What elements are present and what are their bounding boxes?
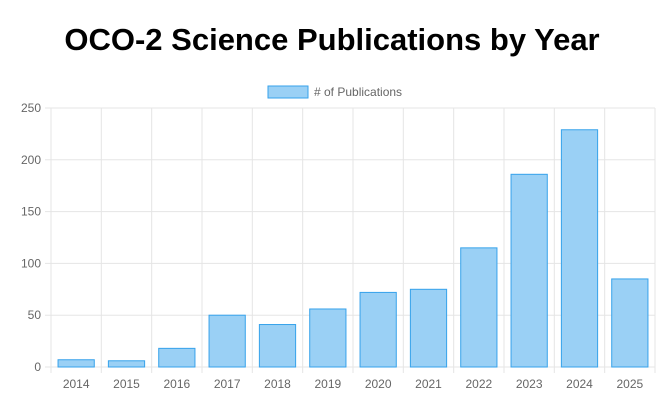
bar-2018[interactable] bbox=[258, 324, 297, 368]
legend-swatch bbox=[267, 85, 309, 99]
x-tick-label: 2022 bbox=[465, 377, 492, 391]
y-tick-label: 0 bbox=[34, 360, 41, 374]
bar-2017[interactable] bbox=[208, 314, 246, 368]
legend-label: # of Publications bbox=[314, 85, 402, 99]
y-tick-label: 50 bbox=[28, 308, 42, 322]
x-tick-label: 2015 bbox=[113, 377, 140, 391]
chart-title: OCO-2 Science Publications by Year bbox=[64, 22, 600, 57]
bar-series bbox=[57, 129, 649, 368]
bar-2024[interactable] bbox=[560, 129, 599, 368]
y-tick-label: 100 bbox=[21, 256, 41, 270]
x-tick-label: 2017 bbox=[214, 377, 241, 391]
bar-2020[interactable] bbox=[359, 291, 397, 368]
bar-2019[interactable] bbox=[309, 308, 347, 368]
x-axis: 2014 2015 2016 2017 2018 2019 2020 2021 2022 2023… bbox=[63, 377, 644, 391]
y-tick-label: 200 bbox=[21, 153, 41, 167]
bar-2016[interactable] bbox=[158, 347, 196, 368]
x-tick-label: 2025 bbox=[616, 377, 643, 391]
bar-2025[interactable] bbox=[611, 278, 649, 368]
bar-2014[interactable] bbox=[57, 359, 95, 368]
x-tick-label: 2023 bbox=[516, 377, 543, 391]
y-axis: 0 50 100 150 200 250 bbox=[21, 101, 41, 374]
bar-2022[interactable] bbox=[460, 247, 498, 368]
x-tick-label: 2016 bbox=[163, 377, 190, 391]
x-tick-label: 2020 bbox=[365, 377, 392, 391]
x-tick-label: 2018 bbox=[264, 377, 291, 391]
grid-lines bbox=[45, 107, 656, 373]
y-tick-label: 150 bbox=[21, 205, 41, 219]
bar-2023[interactable] bbox=[510, 173, 548, 368]
x-tick-label: 2019 bbox=[314, 377, 341, 391]
legend[interactable]: # of Publications bbox=[267, 85, 402, 99]
bar-2021[interactable] bbox=[409, 288, 448, 368]
x-tick-label: 2021 bbox=[415, 377, 442, 391]
bar-2015[interactable] bbox=[107, 360, 146, 368]
x-tick-label: 2014 bbox=[63, 377, 90, 391]
y-tick-label: 250 bbox=[21, 101, 41, 115]
x-tick-label: 2024 bbox=[566, 377, 593, 391]
